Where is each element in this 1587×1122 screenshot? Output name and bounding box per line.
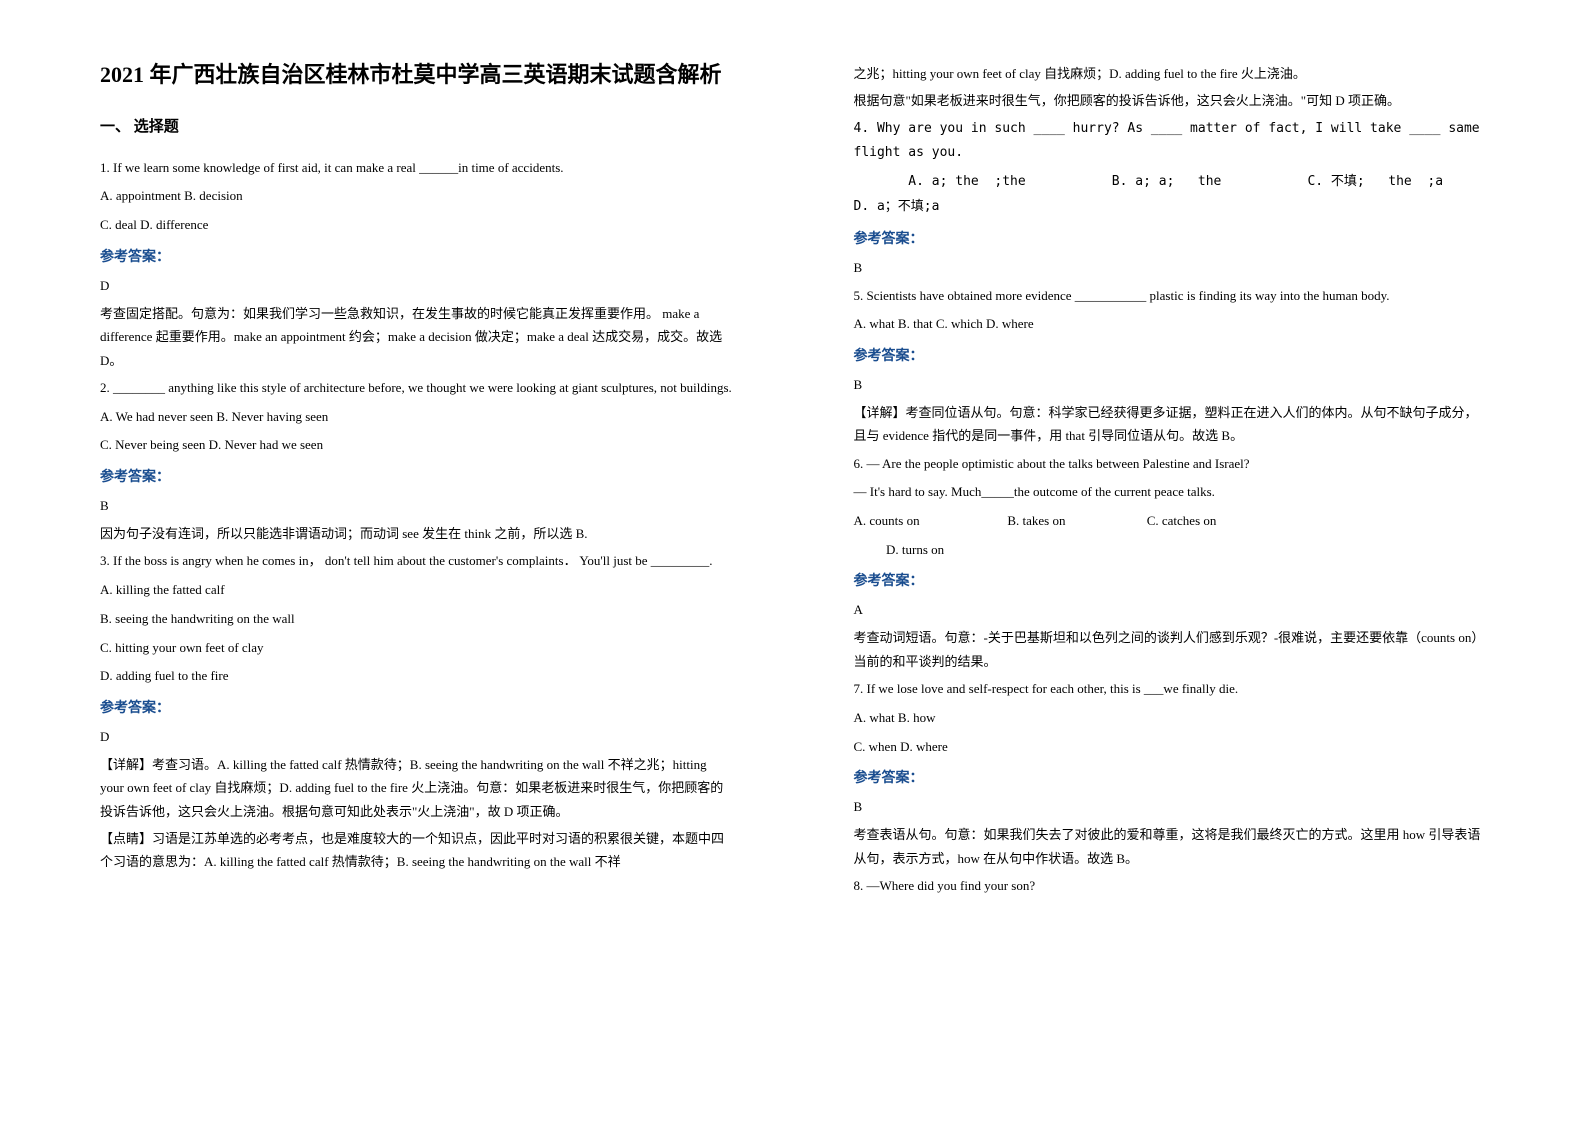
q2-text: 2. ________ anything like this style of … xyxy=(100,376,734,401)
q4-answer: B xyxy=(854,260,1488,276)
left-column: 2021 年广西壮族自治区桂林市杜莫中学高三英语期末试题含解析 一、 选择题 1… xyxy=(0,60,794,1082)
q6-options2: D. turns on xyxy=(854,538,1488,563)
q3-opt-b: B. seeing the handwriting on the wall xyxy=(100,607,734,632)
q2-answer: B xyxy=(100,498,734,514)
q8-text: 8. —Where did you find your son? xyxy=(854,874,1488,899)
q2-options-cd: C. Never being seen D. Never had we seen xyxy=(100,433,734,458)
q3-explanation1: 【详解】考查习语。A. killing the fatted calf 热情款待… xyxy=(100,753,734,823)
q3-opt-d: D. adding fuel to the fire xyxy=(100,664,734,689)
q7-text: 7. If we lose love and self-respect for … xyxy=(854,677,1488,702)
q4-options: A. a; the ;the B. a; a; the C. 不填; the ;… xyxy=(854,170,1488,219)
q3-answer-label: 参考答案： xyxy=(100,697,734,717)
q7-answer-label: 参考答案： xyxy=(854,767,1488,787)
section-header: 一、 选择题 xyxy=(100,115,734,136)
q7-options-ab: A. what B. how xyxy=(854,706,1488,731)
q6-answer: A xyxy=(854,602,1488,618)
q3-opt-c: C. hitting your own feet of clay xyxy=(100,636,734,661)
q6-text2: — It's hard to say. Much_____the outcome… xyxy=(854,480,1488,505)
q5-explanation: 【详解】考查同位语从句。句意：科学家已经获得更多证据，塑料正在进入人们的体内。从… xyxy=(854,401,1488,448)
q6-text1: 6. — Are the people optimistic about the… xyxy=(854,452,1488,477)
q3-explanation2: 【点睛】习语是江苏单选的必考考点，也是难度较大的一个知识点，因此平时对习语的积累… xyxy=(100,827,734,874)
q5-answer: B xyxy=(854,377,1488,393)
q1-text: 1. If we learn some knowledge of first a… xyxy=(100,156,734,181)
q3-text: 3. If the boss is angry when he comes in… xyxy=(100,549,734,574)
q2-explanation: 因为句子没有连词，所以只能选非谓语动词；而动词 see 发生在 think 之前… xyxy=(100,522,734,545)
q1-explanation: 考查固定搭配。句意为：如果我们学习一些急救知识，在发生事故的时候它能真正发挥重要… xyxy=(100,302,734,372)
q4-answer-label: 参考答案： xyxy=(854,228,1488,248)
q1-options-ab: A. appointment B. decision xyxy=(100,184,734,209)
q7-options-cd: C. when D. where xyxy=(854,735,1488,760)
q3-opt-a: A. killing the fatted calf xyxy=(100,578,734,603)
q5-options: A. what B. that C. which D. where xyxy=(854,312,1488,337)
q6-explanation: 考查动词短语。句意：-关于巴基斯坦和以色列之间的谈判人们感到乐观？-很难说，主要… xyxy=(854,626,1488,673)
right-column: 之兆；hitting your own feet of clay 自找麻烦；D.… xyxy=(794,60,1587,1082)
q5-answer-label: 参考答案： xyxy=(854,345,1488,365)
q6-options1: A. counts on B. takes on C. catches on xyxy=(854,509,1488,534)
q6-answer-label: 参考答案： xyxy=(854,570,1488,590)
q4-text: 4. Why are you in such ____ hurry? As __… xyxy=(854,117,1488,166)
q2-answer-label: 参考答案： xyxy=(100,466,734,486)
q7-explanation: 考查表语从句。句意：如果我们失去了对彼此的爱和尊重，这将是我们最终灭亡的方式。这… xyxy=(854,823,1488,870)
q7-answer: B xyxy=(854,799,1488,815)
q1-answer-label: 参考答案： xyxy=(100,246,734,266)
q1-answer: D xyxy=(100,278,734,294)
q5-text: 5. Scientists have obtained more evidenc… xyxy=(854,284,1488,309)
q2-options-ab: A. We had never seen B. Never having see… xyxy=(100,405,734,430)
q3-cont-line1: 之兆；hitting your own feet of clay 自找麻烦；D.… xyxy=(854,62,1488,85)
exam-title: 2021 年广西壮族自治区桂林市杜莫中学高三英语期末试题含解析 xyxy=(100,60,734,91)
q1-options-cd: C. deal D. difference xyxy=(100,213,734,238)
q3-answer: D xyxy=(100,729,734,745)
q3-cont-line2: 根据句意"如果老板进来时很生气，你把顾客的投诉告诉他，这只会火上浇油。"可知 D… xyxy=(854,89,1488,112)
